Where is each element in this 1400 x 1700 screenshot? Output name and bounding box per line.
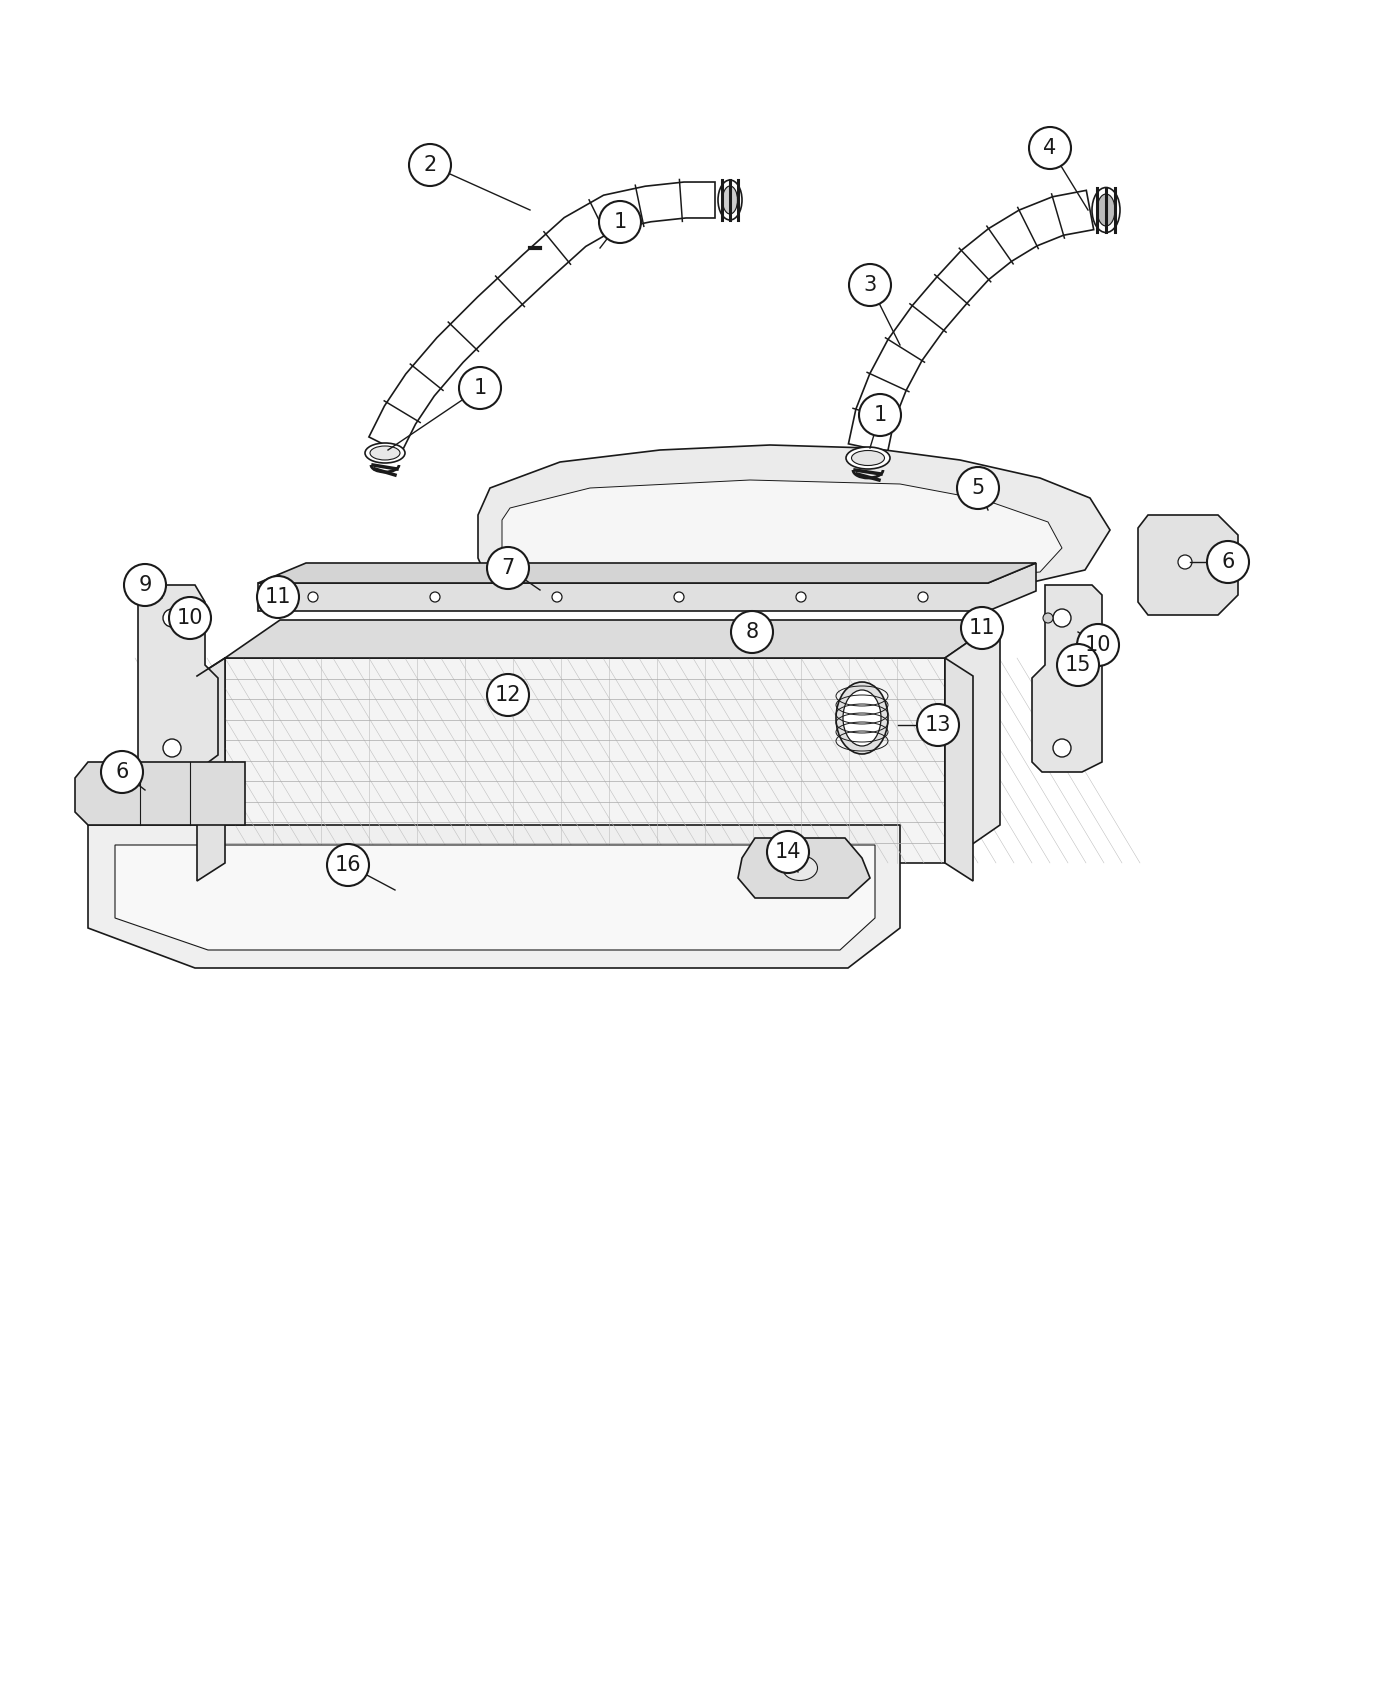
Ellipse shape <box>1092 187 1120 233</box>
Circle shape <box>917 704 959 746</box>
Polygon shape <box>197 658 225 881</box>
Polygon shape <box>225 620 1000 658</box>
Text: 1: 1 <box>874 405 886 425</box>
Circle shape <box>125 564 167 605</box>
Text: 10: 10 <box>176 609 203 627</box>
Polygon shape <box>945 620 1000 864</box>
Polygon shape <box>738 838 869 898</box>
Circle shape <box>741 626 760 646</box>
Circle shape <box>848 264 890 306</box>
Polygon shape <box>225 658 945 864</box>
Circle shape <box>797 592 806 602</box>
Circle shape <box>767 831 809 874</box>
Text: 3: 3 <box>864 275 876 296</box>
Circle shape <box>487 673 529 716</box>
Text: 6: 6 <box>115 762 129 782</box>
Polygon shape <box>945 658 973 881</box>
Circle shape <box>169 597 211 639</box>
Circle shape <box>258 576 300 619</box>
Circle shape <box>615 580 624 590</box>
Text: 16: 16 <box>335 855 361 876</box>
Polygon shape <box>76 762 245 824</box>
Text: 9: 9 <box>139 575 151 595</box>
Polygon shape <box>115 845 875 950</box>
Circle shape <box>101 751 143 792</box>
Text: 12: 12 <box>494 685 521 706</box>
Circle shape <box>745 580 755 590</box>
Circle shape <box>487 547 529 588</box>
Text: 15: 15 <box>1065 654 1091 675</box>
Text: 10: 10 <box>1085 636 1112 654</box>
Ellipse shape <box>846 447 890 469</box>
Circle shape <box>1053 609 1071 627</box>
Circle shape <box>552 592 561 602</box>
Text: 8: 8 <box>745 622 759 643</box>
Text: 1: 1 <box>473 377 487 398</box>
Circle shape <box>1207 541 1249 583</box>
Circle shape <box>731 610 773 653</box>
Polygon shape <box>258 563 1036 583</box>
Polygon shape <box>1138 515 1238 615</box>
Text: 13: 13 <box>925 716 951 734</box>
Polygon shape <box>258 563 1036 610</box>
Circle shape <box>673 592 685 602</box>
Circle shape <box>1077 624 1119 666</box>
Polygon shape <box>848 190 1093 452</box>
Circle shape <box>865 580 875 590</box>
Ellipse shape <box>836 682 888 755</box>
Text: 1: 1 <box>613 212 627 231</box>
Circle shape <box>860 394 902 435</box>
Ellipse shape <box>718 180 742 219</box>
Circle shape <box>459 367 501 410</box>
Circle shape <box>918 592 928 602</box>
Circle shape <box>409 144 451 185</box>
Text: 14: 14 <box>774 842 801 862</box>
Ellipse shape <box>783 855 818 881</box>
Ellipse shape <box>365 444 405 462</box>
Polygon shape <box>139 585 218 772</box>
Text: 11: 11 <box>265 586 291 607</box>
Circle shape <box>162 740 181 756</box>
Text: 11: 11 <box>969 619 995 638</box>
Polygon shape <box>88 824 900 967</box>
Circle shape <box>960 607 1002 649</box>
Text: 6: 6 <box>1221 552 1235 571</box>
Ellipse shape <box>1098 194 1114 226</box>
Ellipse shape <box>843 690 881 746</box>
Circle shape <box>430 592 440 602</box>
Ellipse shape <box>370 445 400 461</box>
Circle shape <box>974 580 986 590</box>
Polygon shape <box>477 445 1110 585</box>
Circle shape <box>162 609 181 627</box>
Polygon shape <box>370 182 715 452</box>
Ellipse shape <box>722 185 738 214</box>
Circle shape <box>958 468 1000 508</box>
Circle shape <box>1177 554 1191 570</box>
Circle shape <box>183 614 193 622</box>
Circle shape <box>1053 740 1071 756</box>
Circle shape <box>1043 614 1053 622</box>
Polygon shape <box>1032 585 1102 772</box>
Polygon shape <box>503 479 1063 576</box>
Circle shape <box>308 592 318 602</box>
Text: 2: 2 <box>423 155 437 175</box>
Circle shape <box>1057 644 1099 687</box>
Circle shape <box>599 201 641 243</box>
Text: 5: 5 <box>972 478 984 498</box>
Circle shape <box>515 580 525 590</box>
Circle shape <box>328 843 370 886</box>
Ellipse shape <box>851 450 885 466</box>
Circle shape <box>1029 128 1071 168</box>
Text: 7: 7 <box>501 558 515 578</box>
Text: 4: 4 <box>1043 138 1057 158</box>
